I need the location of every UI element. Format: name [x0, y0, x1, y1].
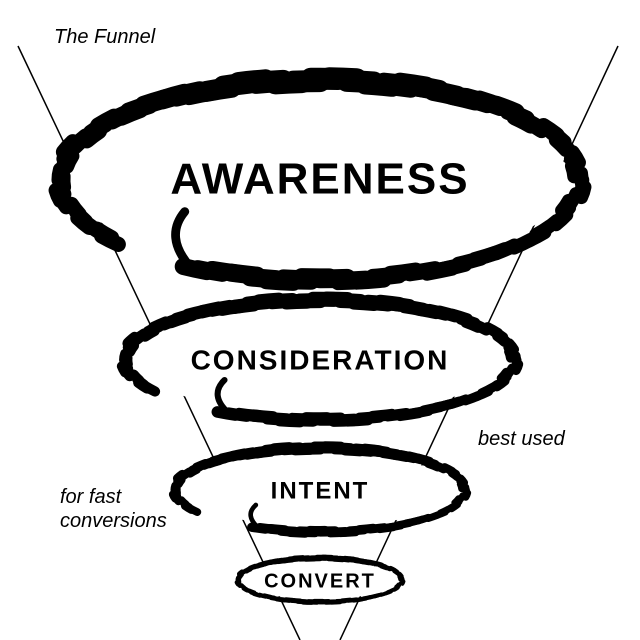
- stage-consideration: CONSIDERATION: [122, 299, 519, 421]
- funnel-diagram: AWARENESS CONSIDERATION INTENT CONVERT The …: [0, 0, 640, 640]
- stage-label-consideration: CONSIDERATION: [191, 344, 450, 375]
- stage-label-intent: INTENT: [271, 477, 370, 504]
- note-for-fast: for fast: [60, 486, 121, 509]
- stage-awareness: AWARENESS: [56, 78, 585, 281]
- note-conversions: conversions: [60, 510, 167, 533]
- stage-convert: CONVERT: [237, 558, 404, 603]
- stage-label-convert: CONVERT: [264, 570, 376, 592]
- stage-intent: INTENT: [173, 447, 468, 532]
- diagram-title: The Funnel: [54, 26, 155, 49]
- note-best-used: best used: [478, 428, 565, 451]
- funnel-svg: AWARENESS CONSIDERATION INTENT CONVERT: [0, 0, 640, 640]
- stage-label-awareness: AWARENESS: [170, 155, 469, 204]
